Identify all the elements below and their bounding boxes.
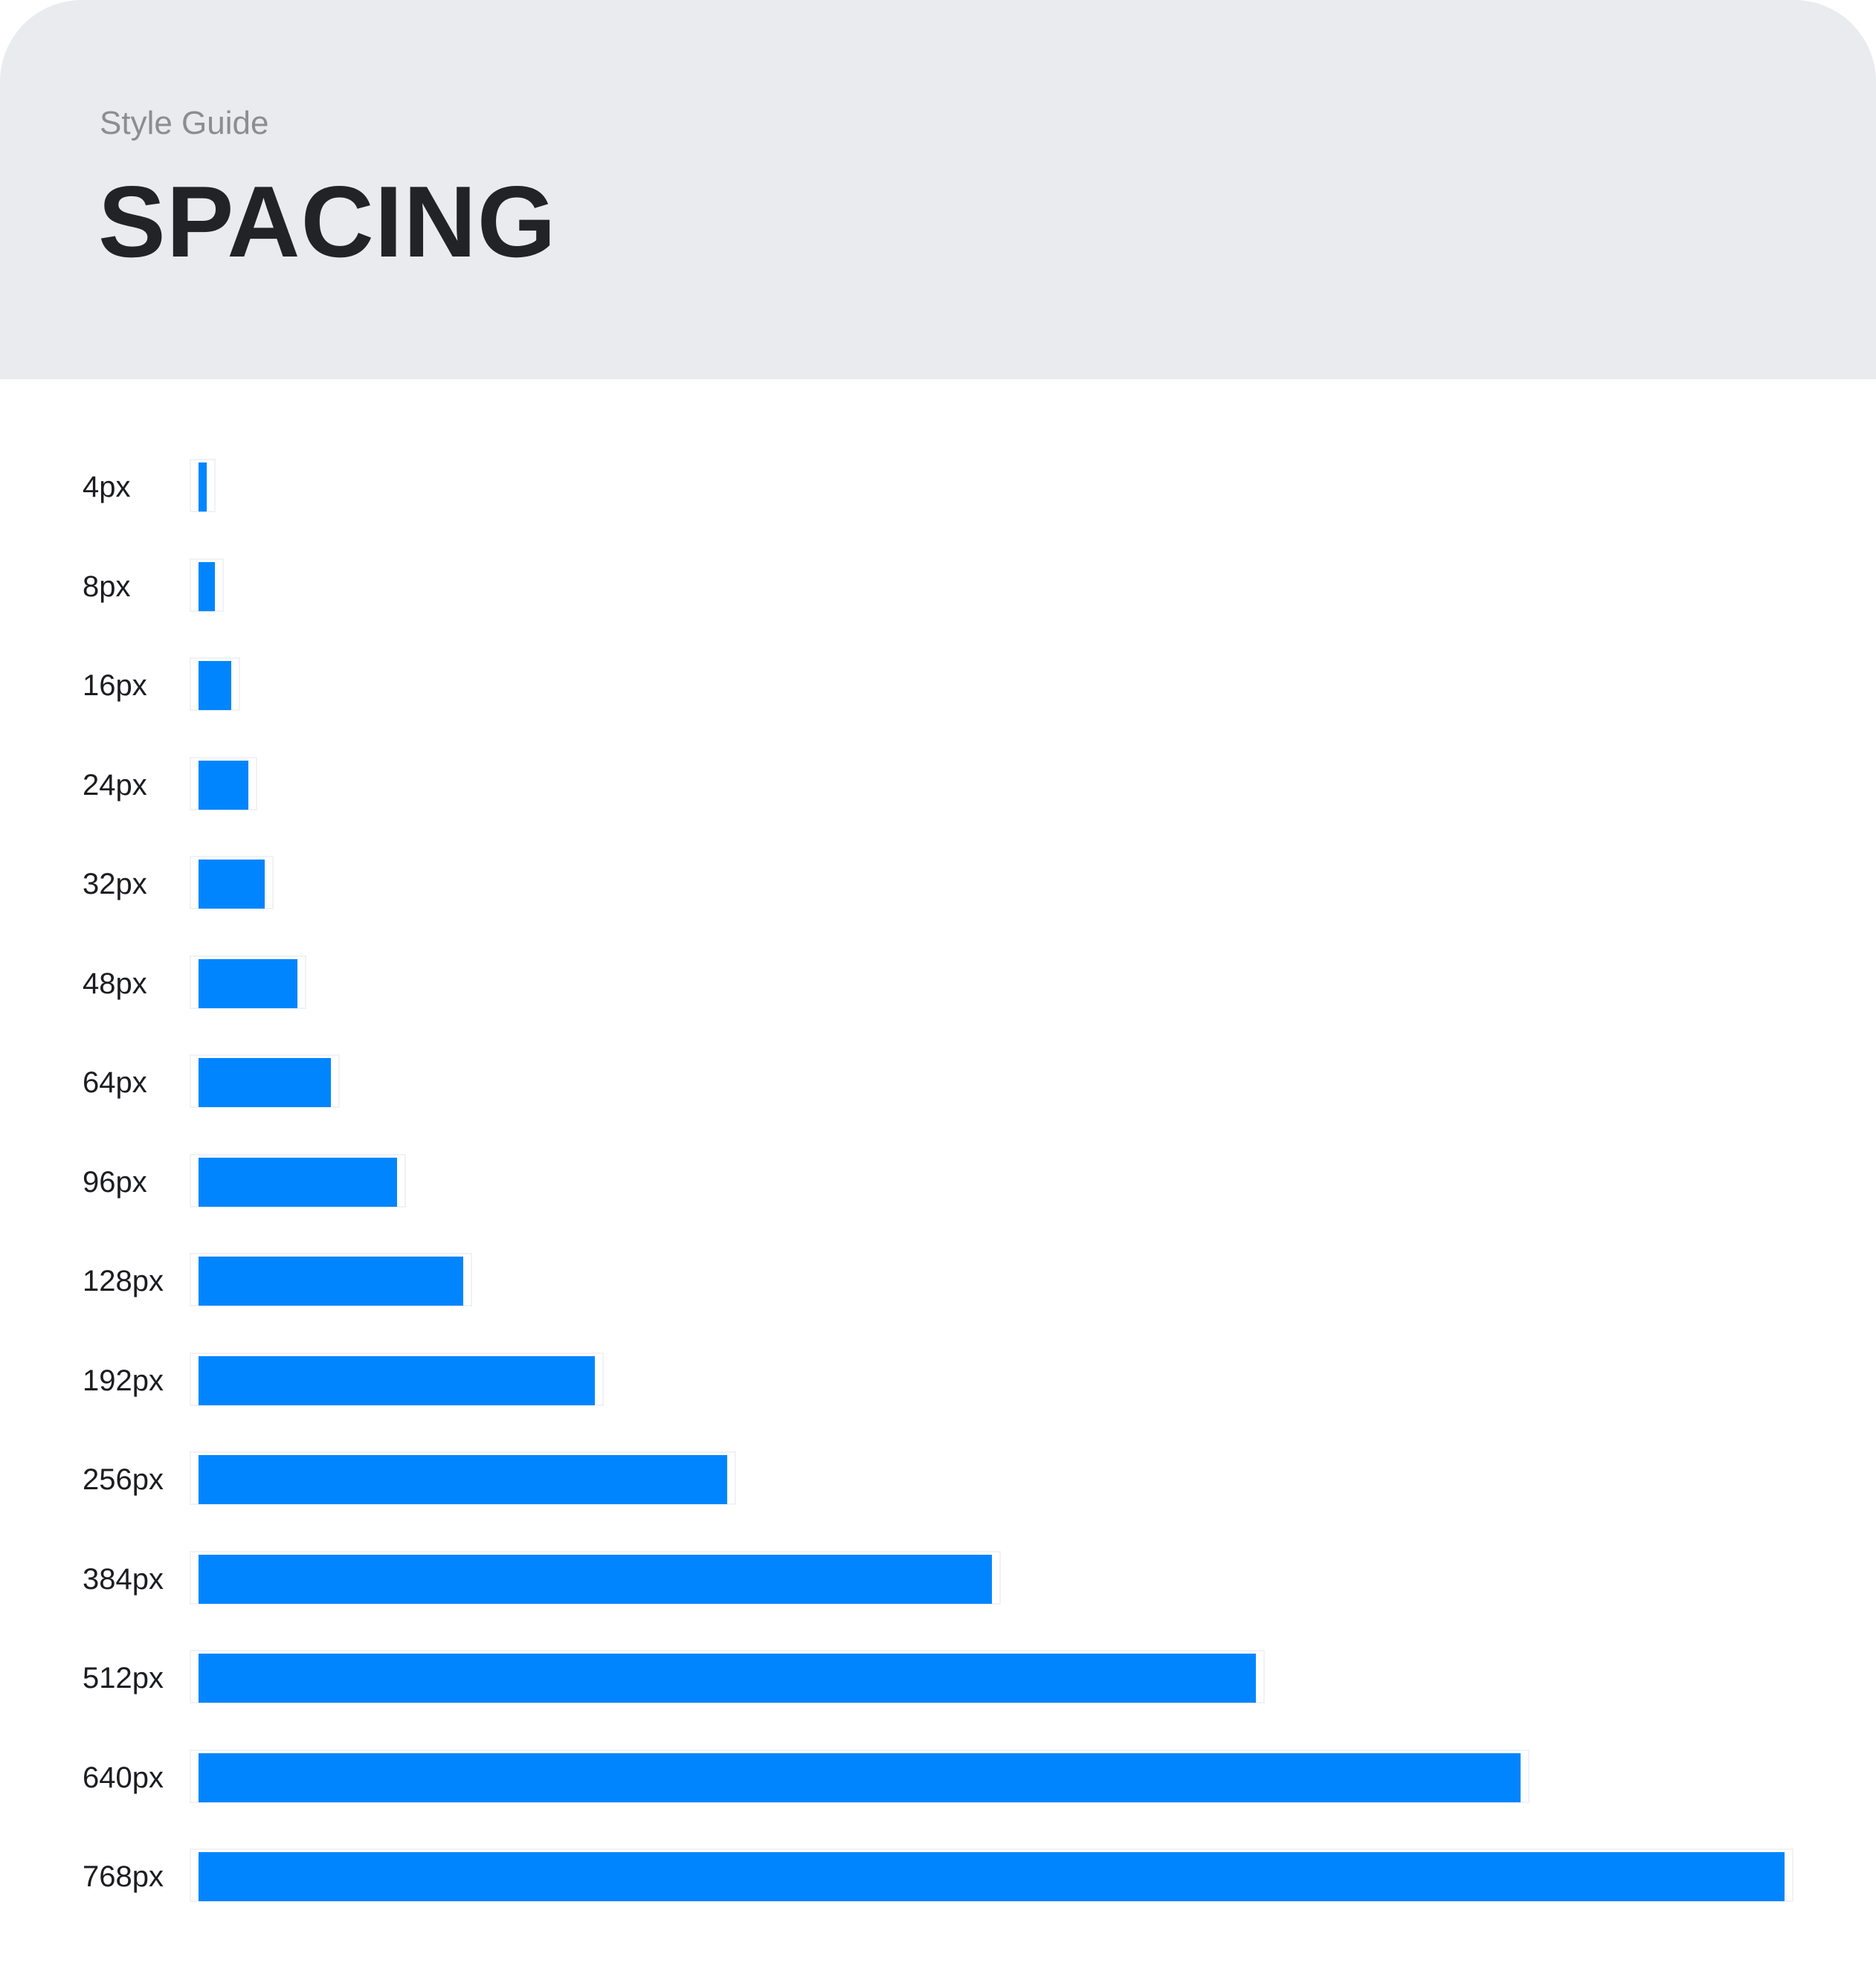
spacing-row: 512px xyxy=(0,1648,1876,1708)
spacing-row: 16px xyxy=(0,656,1876,715)
spacing-label: 8px xyxy=(83,570,131,603)
spacing-bar xyxy=(199,1852,1785,1901)
spacing-row: 128px xyxy=(0,1251,1876,1311)
spacing-bar xyxy=(199,860,265,909)
spacing-label: 16px xyxy=(83,669,147,702)
spacing-row: 48px xyxy=(0,954,1876,1013)
spacing-bar xyxy=(199,1355,595,1405)
spacing-label: 512px xyxy=(83,1662,164,1695)
page-title: SPACING xyxy=(98,165,557,278)
spacing-label: 64px xyxy=(83,1066,147,1099)
spacing-row: 768px xyxy=(0,1847,1876,1906)
page-header: Style Guide SPACING xyxy=(0,0,1876,379)
spacing-row: 32px xyxy=(0,854,1876,914)
spacing-bar xyxy=(199,1257,463,1306)
spacing-label: 48px xyxy=(83,967,147,1000)
spacing-bar xyxy=(199,1058,331,1107)
spacing-bar xyxy=(199,661,231,710)
spacing-row: 24px xyxy=(0,755,1876,815)
spacing-row: 384px xyxy=(0,1550,1876,1609)
spacing-bar-frame xyxy=(190,657,240,711)
spacing-bar-frame xyxy=(190,1253,472,1306)
spacing-label: 768px xyxy=(83,1860,164,1893)
spacing-label: 4px xyxy=(83,471,131,503)
spacing-bar-frame xyxy=(190,1749,1530,1803)
spacing-row: 4px xyxy=(0,457,1876,517)
spacing-bar-frame xyxy=(190,1848,1793,1902)
spacing-bar-frame xyxy=(190,1054,340,1108)
spacing-label: 192px xyxy=(83,1364,164,1397)
spacing-label: 32px xyxy=(83,868,147,900)
spacing-bar xyxy=(199,462,207,512)
spacing-row: 192px xyxy=(0,1351,1876,1410)
spacing-bar xyxy=(199,1753,1521,1802)
spacing-bar-frame xyxy=(190,1451,736,1505)
spacing-bar xyxy=(199,561,215,611)
spacing-bar xyxy=(199,760,248,810)
spacing-bar-frame xyxy=(190,1352,604,1406)
spacing-bar xyxy=(199,1157,397,1207)
spacing-label: 128px xyxy=(83,1265,164,1297)
spacing-bar-frame xyxy=(190,1550,1001,1605)
spacing-bar-frame xyxy=(190,856,274,909)
spacing-row: 64px xyxy=(0,1053,1876,1112)
spacing-bar-frame xyxy=(190,955,306,1009)
spacing-label: 640px xyxy=(83,1761,164,1794)
spacing-bar-frame xyxy=(190,1153,406,1207)
spacing-label: 256px xyxy=(83,1463,164,1496)
spacing-bar-frame xyxy=(190,459,216,512)
spacing-label: 384px xyxy=(83,1562,164,1596)
spacing-bar xyxy=(199,958,297,1008)
spacing-row: 640px xyxy=(0,1748,1876,1808)
spacing-row: 256px xyxy=(0,1450,1876,1509)
spacing-row: 96px xyxy=(0,1152,1876,1212)
spacing-bar xyxy=(199,1455,727,1504)
spacing-bar-frame xyxy=(190,756,257,810)
spacing-bar-frame xyxy=(190,1650,1265,1703)
section-eyebrow: Style Guide xyxy=(100,105,269,141)
spacing-label: 24px xyxy=(83,768,147,802)
spacing-label: 96px xyxy=(83,1165,147,1199)
spacing-bar-frame xyxy=(190,558,224,612)
spacing-bar xyxy=(199,1654,1256,1703)
spacing-row: 8px xyxy=(0,557,1876,616)
spacing-bar xyxy=(199,1554,992,1604)
